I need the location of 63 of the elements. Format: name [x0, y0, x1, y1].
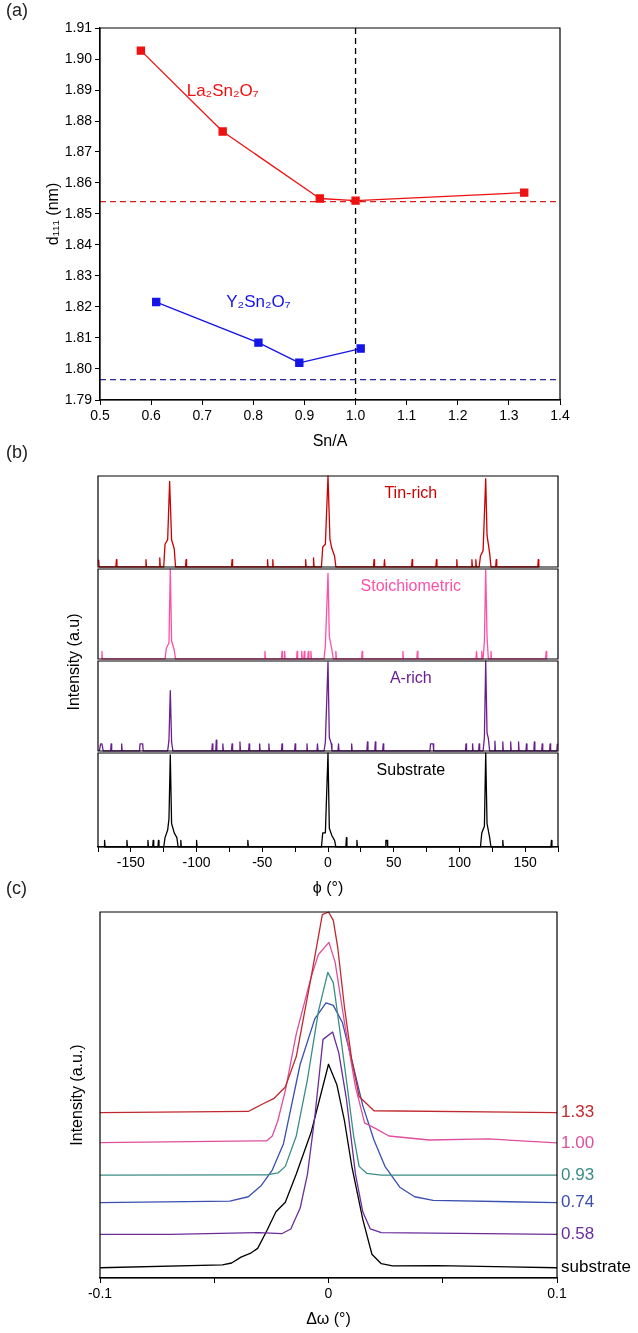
x-tick-label: 0.6 [141, 407, 162, 424]
x-tick-label: -150 [116, 854, 146, 871]
series-label: 1.33 [561, 1102, 595, 1122]
point [295, 358, 304, 367]
x-axis-title: ϕ (°) [312, 878, 344, 896]
x-tick-label: 1.0 [345, 407, 366, 424]
text: Substrate [376, 761, 446, 779]
x-tick-label: -0.1 [87, 1285, 113, 1302]
x-tick-label: -50 [252, 854, 273, 871]
y-tick-label: 1.90 [64, 49, 93, 66]
y-axis-title: d₁₁₁ (nm) [44, 182, 62, 246]
y-tick-label: 1.81 [64, 328, 93, 345]
x-tick-label: 0.7 [192, 407, 213, 424]
series-label: Stoichiometric [360, 577, 462, 595]
x-tick-label: 100 [447, 854, 472, 871]
x-tick-label: 1.1 [396, 407, 417, 424]
y-tick-label: 1.80 [64, 359, 93, 376]
x-tick-label: 1.3 [499, 407, 519, 424]
series-label: Y₂Sn₂O₇ [226, 292, 291, 312]
point [136, 46, 146, 55]
series-label: 0.74 [561, 1192, 595, 1212]
point [254, 338, 263, 347]
text: (a) [6, 0, 28, 21]
x-tick-label: 0 [324, 854, 333, 871]
point [152, 297, 161, 307]
x-tick-label: 50 [385, 854, 402, 871]
point [356, 344, 365, 353]
y-tick-label: 1.84 [64, 235, 93, 252]
series-label: La₂Sn₂O₇ [186, 81, 259, 101]
point [520, 188, 529, 197]
x-tick-label: -100 [182, 854, 211, 871]
y-tick-label: 1.79 [64, 390, 93, 407]
point [351, 196, 360, 205]
point [315, 194, 324, 203]
y-tick-label: 1.87 [64, 142, 93, 159]
x-tick-label: 0.5 [90, 407, 110, 424]
x-tick-label: 0 [324, 1285, 333, 1302]
text: A-rich [389, 669, 432, 687]
y-tick-label: 1.89 [64, 80, 93, 97]
text: Tin-rich [384, 484, 438, 502]
point [218, 127, 227, 136]
y-tick-label: 1.82 [64, 297, 93, 314]
x-tick-label: 0.8 [243, 407, 264, 424]
series-label: 0.93 [561, 1164, 595, 1184]
series-label: substrate [561, 1257, 631, 1277]
x-tick-label: 0.1 [547, 1285, 567, 1302]
series-label: 0.58 [561, 1224, 595, 1244]
x-tick-label: 1.2 [448, 407, 468, 424]
x-tick-label: 150 [513, 854, 538, 871]
y-tick-label: 1.86 [64, 173, 93, 190]
y-tick-label: 1.91 [64, 18, 93, 35]
y-tick-label: 1.85 [64, 204, 93, 221]
y-axis-title: Intensity (a.u.) [67, 1044, 86, 1146]
series-label: 1.00 [561, 1132, 595, 1152]
x-axis-title: Sn/A [312, 431, 348, 449]
x-tick-label: 1.4 [550, 407, 570, 424]
x-tick-label: 0.9 [294, 407, 315, 424]
y-axis-title: Intensity (a.u) [64, 613, 83, 710]
text: (b) [6, 442, 28, 463]
x-axis-title: Δω (°) [306, 1309, 351, 1327]
y-tick-label: 1.83 [64, 266, 93, 283]
y-tick-label: 1.88 [64, 111, 93, 128]
text: (c) [6, 878, 27, 899]
